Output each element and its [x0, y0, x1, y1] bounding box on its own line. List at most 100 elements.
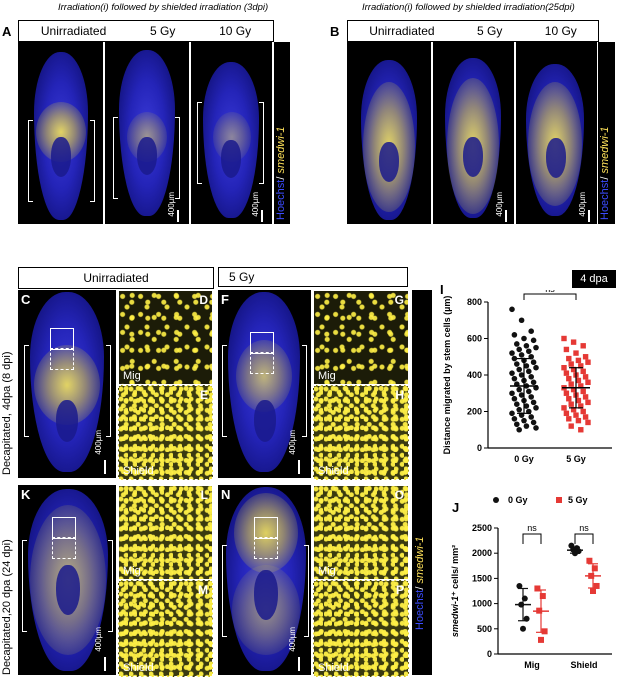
panel-e-zoom: E Shield: [118, 385, 213, 480]
data-point: [585, 399, 591, 406]
data-point: [528, 414, 534, 420]
x-tick-label: Shield: [570, 660, 597, 670]
data-point: [566, 396, 572, 402]
y-tick-label: 500: [477, 624, 492, 634]
y-tick-label: 2500: [472, 523, 492, 533]
data-point: [533, 425, 539, 431]
data-point: [516, 406, 522, 413]
data-point: [523, 423, 530, 429]
data-point: [509, 306, 515, 313]
data-point: [509, 410, 515, 417]
panel-b-image-10gy: 400µm: [516, 42, 597, 224]
data-point: [516, 386, 522, 393]
y-tick-label: 800: [467, 297, 482, 307]
data-point: [585, 359, 591, 365]
data-point: [575, 417, 582, 424]
data-point: [575, 377, 582, 384]
data-point: [578, 383, 584, 389]
panel-f-letter: F: [221, 292, 229, 307]
data-point: [533, 344, 539, 351]
data-point: [520, 625, 526, 632]
data-point: [516, 426, 522, 433]
panel-a-title: Irradiation(i) followed by shielded irra…: [58, 2, 269, 13]
data-point: [534, 585, 541, 592]
panel-o-zoom: O Mig: [313, 485, 409, 580]
significance-bracket: [523, 293, 577, 300]
ns-label: ns: [545, 290, 555, 294]
panel-h-zoom: H Shield: [313, 385, 409, 480]
panel-a-image-unirradiated: [18, 42, 103, 224]
data-point: [570, 406, 577, 413]
data-point: [578, 363, 584, 369]
data-point: [526, 388, 532, 395]
panel-b-header-unirradiated: Unirradiated: [369, 24, 435, 38]
data-point: [514, 421, 520, 428]
data-point: [514, 341, 520, 347]
scale-label: 400µm: [94, 627, 103, 652]
y-tick-label: 200: [467, 407, 482, 417]
data-point: [586, 557, 593, 564]
chart-i-letter: I: [440, 282, 444, 297]
y-tick-label: 0: [487, 649, 492, 659]
data-point: [518, 372, 525, 378]
panel-n-letter: N: [221, 487, 231, 502]
panel-c-image: C 400µm: [18, 290, 116, 478]
data-point: [526, 348, 532, 355]
data-point: [563, 390, 570, 396]
lower-stain-bar: [412, 290, 432, 675]
row1-label: Decapitated, 4dpa (8 dpi): [1, 351, 13, 475]
data-point: [591, 565, 598, 572]
data-point: [511, 355, 518, 362]
data-point: [511, 395, 518, 402]
data-point: [585, 379, 591, 385]
data-point: [518, 352, 525, 358]
scale-label: 400µm: [288, 430, 297, 455]
y-tick-label: 2000: [472, 548, 492, 558]
panel-b-title: Irradiation(i) followed by shielded irra…: [362, 2, 575, 13]
lower-header-5gy: 5 Gy: [218, 267, 408, 287]
data-point: [533, 405, 539, 411]
data-point: [509, 390, 515, 397]
y-axis-label: Distance migrated by stem cells (µm): [442, 296, 452, 455]
panel-k-image: K 400µm: [18, 485, 116, 675]
data-point: [582, 394, 589, 400]
data-point: [580, 343, 586, 349]
data-point: [523, 403, 530, 409]
data-point: [593, 582, 600, 589]
data-point: [514, 401, 520, 407]
y-tick-label: 400: [467, 370, 482, 380]
data-point: [566, 416, 572, 422]
data-point: [575, 397, 582, 404]
y-tick-label: 0: [477, 443, 482, 453]
data-point: [511, 416, 518, 422]
data-point: [568, 361, 574, 367]
data-point: [578, 427, 584, 433]
data-point: [530, 379, 537, 386]
panel-a-stain-bar: [274, 42, 290, 224]
x-tick-label: 5 Gy: [566, 454, 586, 464]
y-tick-label: 1000: [472, 599, 492, 609]
data-point: [538, 636, 544, 643]
panel-b-image-unirradiated: [347, 42, 431, 224]
data-point: [516, 582, 523, 589]
panel-a-image-10gy: 400µm: [191, 42, 272, 224]
data-point: [518, 392, 525, 398]
significance-bracket: [522, 533, 542, 544]
panel-a-header-5gy: 5 Gy: [150, 24, 176, 38]
data-point: [578, 403, 584, 409]
ns-label: ns: [527, 523, 537, 533]
shield-label: Shield: [123, 465, 154, 477]
data-point: [573, 412, 579, 418]
data-point: [541, 628, 548, 635]
data-point: [570, 366, 577, 373]
shield-label: Shield: [318, 465, 349, 477]
data-point: [573, 350, 579, 356]
y-tick-label: 1500: [472, 573, 492, 583]
data-point: [539, 593, 546, 600]
mig-label: Mig: [318, 370, 336, 382]
data-point: [575, 357, 582, 364]
panel-b-header-5gy: 5 Gy: [477, 24, 503, 38]
mig-label: Mig: [318, 565, 336, 577]
panel-m-zoom: M Shield: [118, 580, 213, 677]
data-point: [568, 423, 574, 429]
